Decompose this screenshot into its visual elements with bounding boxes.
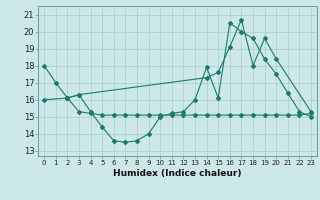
X-axis label: Humidex (Indice chaleur): Humidex (Indice chaleur): [113, 169, 242, 178]
